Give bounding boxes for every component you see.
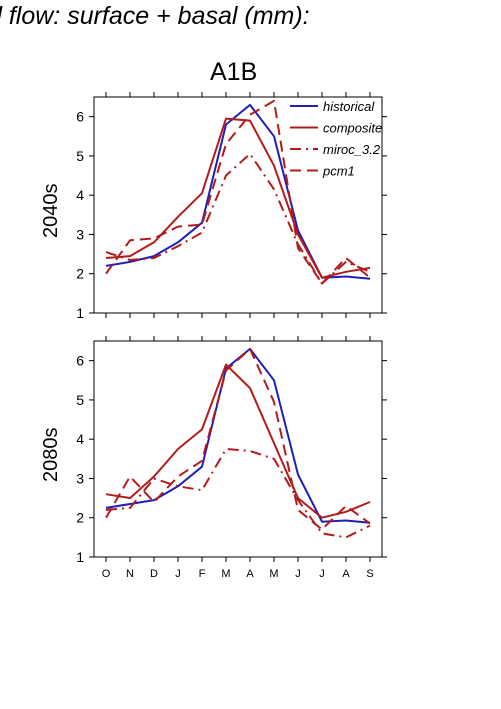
x-tick-label: A (342, 568, 350, 580)
legend-entry: historical (323, 99, 375, 114)
y-tick-label: 3 (76, 226, 84, 242)
y-tick-label: 5 (76, 392, 84, 408)
series-line-pcm1 (105, 99, 371, 285)
legend-entry: composite (323, 121, 382, 136)
y-tick-label: 2 (76, 266, 84, 282)
x-tick-label: J (319, 568, 325, 580)
x-tick-label: M (221, 568, 230, 580)
figure-title: d flow: surface + basal (mm): (0, 2, 310, 30)
series-line-pcm1 (105, 347, 371, 531)
x-tick-label: D (150, 568, 158, 580)
x-tick-label: N (126, 568, 134, 580)
x-tick-label: J (295, 568, 301, 580)
plot-frame (93, 340, 383, 558)
series-line-composite (105, 117, 371, 279)
legend-entry: pcm1 (322, 164, 355, 179)
x-tick-label: O (102, 568, 111, 580)
y-tick-label: 6 (76, 109, 84, 125)
scenario-label: A1B (210, 58, 258, 86)
x-tick-label: J (175, 568, 181, 580)
series-line-miroc-3-2 (105, 448, 371, 539)
y-tick-label: 5 (76, 148, 84, 164)
x-tick-label: M (269, 568, 278, 580)
plot-frame (93, 96, 383, 314)
y-tick-label: 4 (76, 431, 84, 447)
x-tick-label: S (366, 568, 373, 580)
y-tick-label: 3 (76, 470, 84, 486)
series-line-composite (105, 363, 371, 519)
y-tick-label: 1 (76, 549, 84, 565)
x-tick-label: A (246, 568, 254, 580)
panel-2040s: 1 2 3 4 5 6 historical composite miroc_3.2 pcm1 (76, 92, 387, 321)
x-tick-label: F (199, 568, 206, 580)
panel-2080s: O N D J F M A M J J A S 1 2 3 4 5 6 (76, 336, 387, 580)
y-tick-label: 2 (76, 510, 84, 526)
y-tick-label: 1 (76, 305, 84, 321)
y-tick-label: 6 (76, 353, 84, 369)
legend-entry: miroc_3.2 (323, 142, 381, 157)
y-tick-label: 4 (76, 187, 84, 203)
